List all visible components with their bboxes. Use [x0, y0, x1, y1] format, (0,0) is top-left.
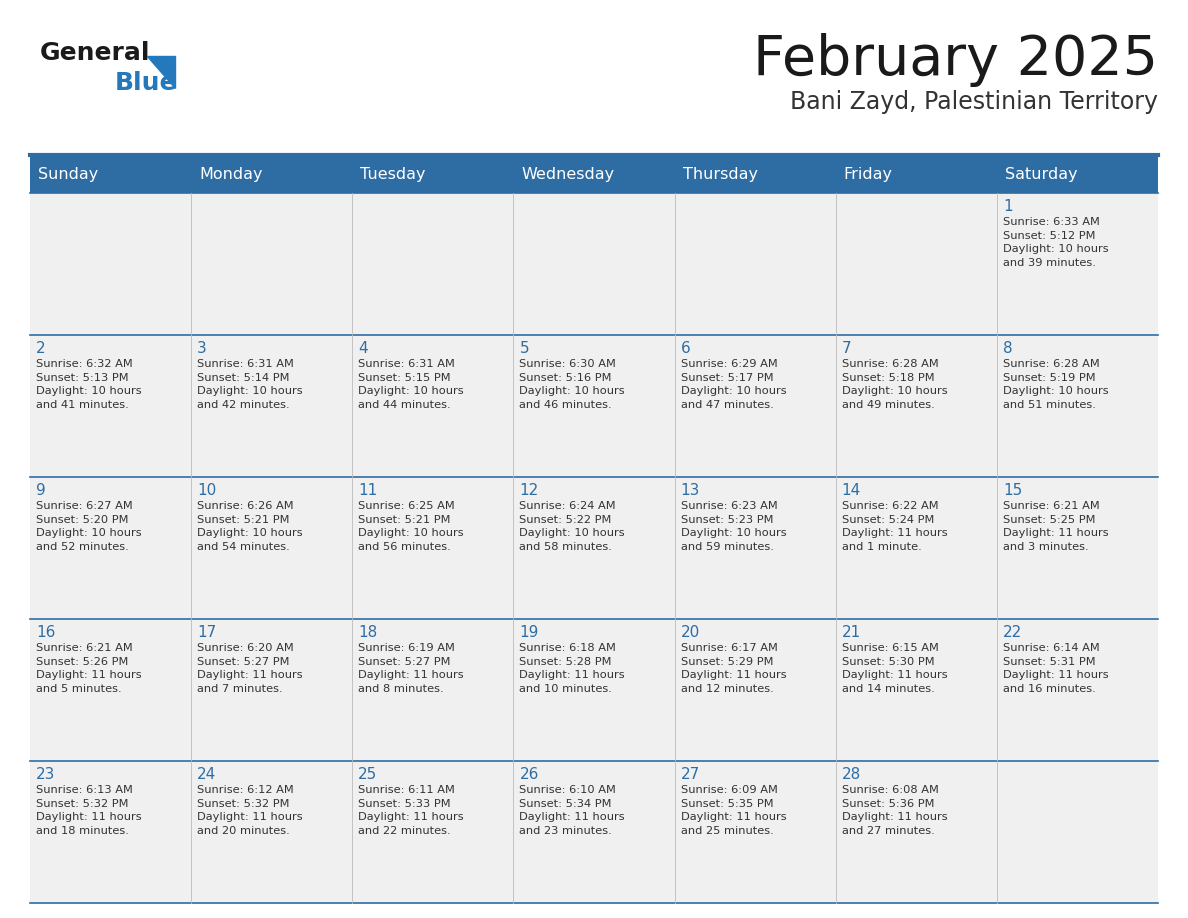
Text: Sunrise: 6:20 AM
Sunset: 5:27 PM
Daylight: 11 hours
and 7 minutes.: Sunrise: 6:20 AM Sunset: 5:27 PM Dayligh…: [197, 643, 303, 694]
Text: Sunrise: 6:31 AM
Sunset: 5:14 PM
Daylight: 10 hours
and 42 minutes.: Sunrise: 6:31 AM Sunset: 5:14 PM Dayligh…: [197, 359, 303, 409]
Text: Wednesday: Wednesday: [522, 166, 614, 182]
Text: 7: 7: [842, 341, 852, 356]
Text: Sunrise: 6:33 AM
Sunset: 5:12 PM
Daylight: 10 hours
and 39 minutes.: Sunrise: 6:33 AM Sunset: 5:12 PM Dayligh…: [1003, 217, 1108, 268]
Text: 10: 10: [197, 483, 216, 498]
Bar: [30, 155, 1158, 193]
Bar: [30, 477, 1158, 619]
Text: Saturday: Saturday: [1005, 166, 1078, 182]
Bar: [30, 335, 1158, 477]
Text: 25: 25: [359, 767, 378, 782]
Text: 24: 24: [197, 767, 216, 782]
Text: Sunrise: 6:17 AM
Sunset: 5:29 PM
Daylight: 11 hours
and 12 minutes.: Sunrise: 6:17 AM Sunset: 5:29 PM Dayligh…: [681, 643, 786, 694]
Text: 18: 18: [359, 625, 378, 640]
Text: Tuesday: Tuesday: [360, 166, 425, 182]
Bar: [30, 761, 1158, 903]
Text: Sunrise: 6:09 AM
Sunset: 5:35 PM
Daylight: 11 hours
and 25 minutes.: Sunrise: 6:09 AM Sunset: 5:35 PM Dayligh…: [681, 785, 786, 835]
Text: 3: 3: [197, 341, 207, 356]
Text: 23: 23: [36, 767, 56, 782]
Text: Sunrise: 6:19 AM
Sunset: 5:27 PM
Daylight: 11 hours
and 8 minutes.: Sunrise: 6:19 AM Sunset: 5:27 PM Dayligh…: [359, 643, 463, 694]
Text: Sunrise: 6:26 AM
Sunset: 5:21 PM
Daylight: 10 hours
and 54 minutes.: Sunrise: 6:26 AM Sunset: 5:21 PM Dayligh…: [197, 501, 303, 552]
Text: 6: 6: [681, 341, 690, 356]
Text: Sunrise: 6:30 AM
Sunset: 5:16 PM
Daylight: 10 hours
and 46 minutes.: Sunrise: 6:30 AM Sunset: 5:16 PM Dayligh…: [519, 359, 625, 409]
Text: Bani Zayd, Palestinian Territory: Bani Zayd, Palestinian Territory: [790, 90, 1158, 114]
Text: Monday: Monday: [200, 166, 263, 182]
Text: Sunrise: 6:32 AM
Sunset: 5:13 PM
Daylight: 10 hours
and 41 minutes.: Sunrise: 6:32 AM Sunset: 5:13 PM Dayligh…: [36, 359, 141, 409]
Text: 14: 14: [842, 483, 861, 498]
Text: Sunrise: 6:13 AM
Sunset: 5:32 PM
Daylight: 11 hours
and 18 minutes.: Sunrise: 6:13 AM Sunset: 5:32 PM Dayligh…: [36, 785, 141, 835]
Text: Sunrise: 6:27 AM
Sunset: 5:20 PM
Daylight: 10 hours
and 52 minutes.: Sunrise: 6:27 AM Sunset: 5:20 PM Dayligh…: [36, 501, 141, 552]
Text: 22: 22: [1003, 625, 1022, 640]
Text: Sunrise: 6:28 AM
Sunset: 5:18 PM
Daylight: 10 hours
and 49 minutes.: Sunrise: 6:28 AM Sunset: 5:18 PM Dayligh…: [842, 359, 947, 409]
Bar: [30, 193, 1158, 335]
Text: Sunrise: 6:14 AM
Sunset: 5:31 PM
Daylight: 11 hours
and 16 minutes.: Sunrise: 6:14 AM Sunset: 5:31 PM Dayligh…: [1003, 643, 1108, 694]
Text: Sunrise: 6:15 AM
Sunset: 5:30 PM
Daylight: 11 hours
and 14 minutes.: Sunrise: 6:15 AM Sunset: 5:30 PM Dayligh…: [842, 643, 947, 694]
Text: Sunrise: 6:24 AM
Sunset: 5:22 PM
Daylight: 10 hours
and 58 minutes.: Sunrise: 6:24 AM Sunset: 5:22 PM Dayligh…: [519, 501, 625, 552]
Text: Blue: Blue: [115, 71, 177, 95]
Text: General: General: [40, 41, 151, 65]
Text: Sunrise: 6:21 AM
Sunset: 5:26 PM
Daylight: 11 hours
and 5 minutes.: Sunrise: 6:21 AM Sunset: 5:26 PM Dayligh…: [36, 643, 141, 694]
Text: 17: 17: [197, 625, 216, 640]
Text: 15: 15: [1003, 483, 1022, 498]
Text: Sunrise: 6:12 AM
Sunset: 5:32 PM
Daylight: 11 hours
and 20 minutes.: Sunrise: 6:12 AM Sunset: 5:32 PM Dayligh…: [197, 785, 303, 835]
Text: 19: 19: [519, 625, 539, 640]
Text: 13: 13: [681, 483, 700, 498]
Text: Sunrise: 6:28 AM
Sunset: 5:19 PM
Daylight: 10 hours
and 51 minutes.: Sunrise: 6:28 AM Sunset: 5:19 PM Dayligh…: [1003, 359, 1108, 409]
Text: Sunrise: 6:23 AM
Sunset: 5:23 PM
Daylight: 10 hours
and 59 minutes.: Sunrise: 6:23 AM Sunset: 5:23 PM Dayligh…: [681, 501, 786, 552]
Text: 4: 4: [359, 341, 368, 356]
Text: 11: 11: [359, 483, 378, 498]
Text: Sunrise: 6:22 AM
Sunset: 5:24 PM
Daylight: 11 hours
and 1 minute.: Sunrise: 6:22 AM Sunset: 5:24 PM Dayligh…: [842, 501, 947, 552]
Text: 28: 28: [842, 767, 861, 782]
Text: Thursday: Thursday: [683, 166, 758, 182]
Text: 1: 1: [1003, 199, 1012, 214]
Bar: [30, 619, 1158, 761]
Text: Sunrise: 6:25 AM
Sunset: 5:21 PM
Daylight: 10 hours
and 56 minutes.: Sunrise: 6:25 AM Sunset: 5:21 PM Dayligh…: [359, 501, 463, 552]
Text: Sunrise: 6:10 AM
Sunset: 5:34 PM
Daylight: 11 hours
and 23 minutes.: Sunrise: 6:10 AM Sunset: 5:34 PM Dayligh…: [519, 785, 625, 835]
Text: Sunrise: 6:21 AM
Sunset: 5:25 PM
Daylight: 11 hours
and 3 minutes.: Sunrise: 6:21 AM Sunset: 5:25 PM Dayligh…: [1003, 501, 1108, 552]
Text: February 2025: February 2025: [753, 33, 1158, 87]
Text: Sunrise: 6:31 AM
Sunset: 5:15 PM
Daylight: 10 hours
and 44 minutes.: Sunrise: 6:31 AM Sunset: 5:15 PM Dayligh…: [359, 359, 463, 409]
Text: Sunrise: 6:29 AM
Sunset: 5:17 PM
Daylight: 10 hours
and 47 minutes.: Sunrise: 6:29 AM Sunset: 5:17 PM Dayligh…: [681, 359, 786, 409]
Text: 5: 5: [519, 341, 529, 356]
Polygon shape: [147, 56, 175, 88]
Text: 16: 16: [36, 625, 56, 640]
Text: 21: 21: [842, 625, 861, 640]
Text: 12: 12: [519, 483, 538, 498]
Text: Sunday: Sunday: [38, 166, 99, 182]
Text: 8: 8: [1003, 341, 1012, 356]
Text: 27: 27: [681, 767, 700, 782]
Text: Sunrise: 6:18 AM
Sunset: 5:28 PM
Daylight: 11 hours
and 10 minutes.: Sunrise: 6:18 AM Sunset: 5:28 PM Dayligh…: [519, 643, 625, 694]
Text: Sunrise: 6:11 AM
Sunset: 5:33 PM
Daylight: 11 hours
and 22 minutes.: Sunrise: 6:11 AM Sunset: 5:33 PM Dayligh…: [359, 785, 463, 835]
Text: Friday: Friday: [843, 166, 892, 182]
Text: 20: 20: [681, 625, 700, 640]
Text: 9: 9: [36, 483, 46, 498]
Text: 2: 2: [36, 341, 45, 356]
Text: Sunrise: 6:08 AM
Sunset: 5:36 PM
Daylight: 11 hours
and 27 minutes.: Sunrise: 6:08 AM Sunset: 5:36 PM Dayligh…: [842, 785, 947, 835]
Text: 26: 26: [519, 767, 539, 782]
